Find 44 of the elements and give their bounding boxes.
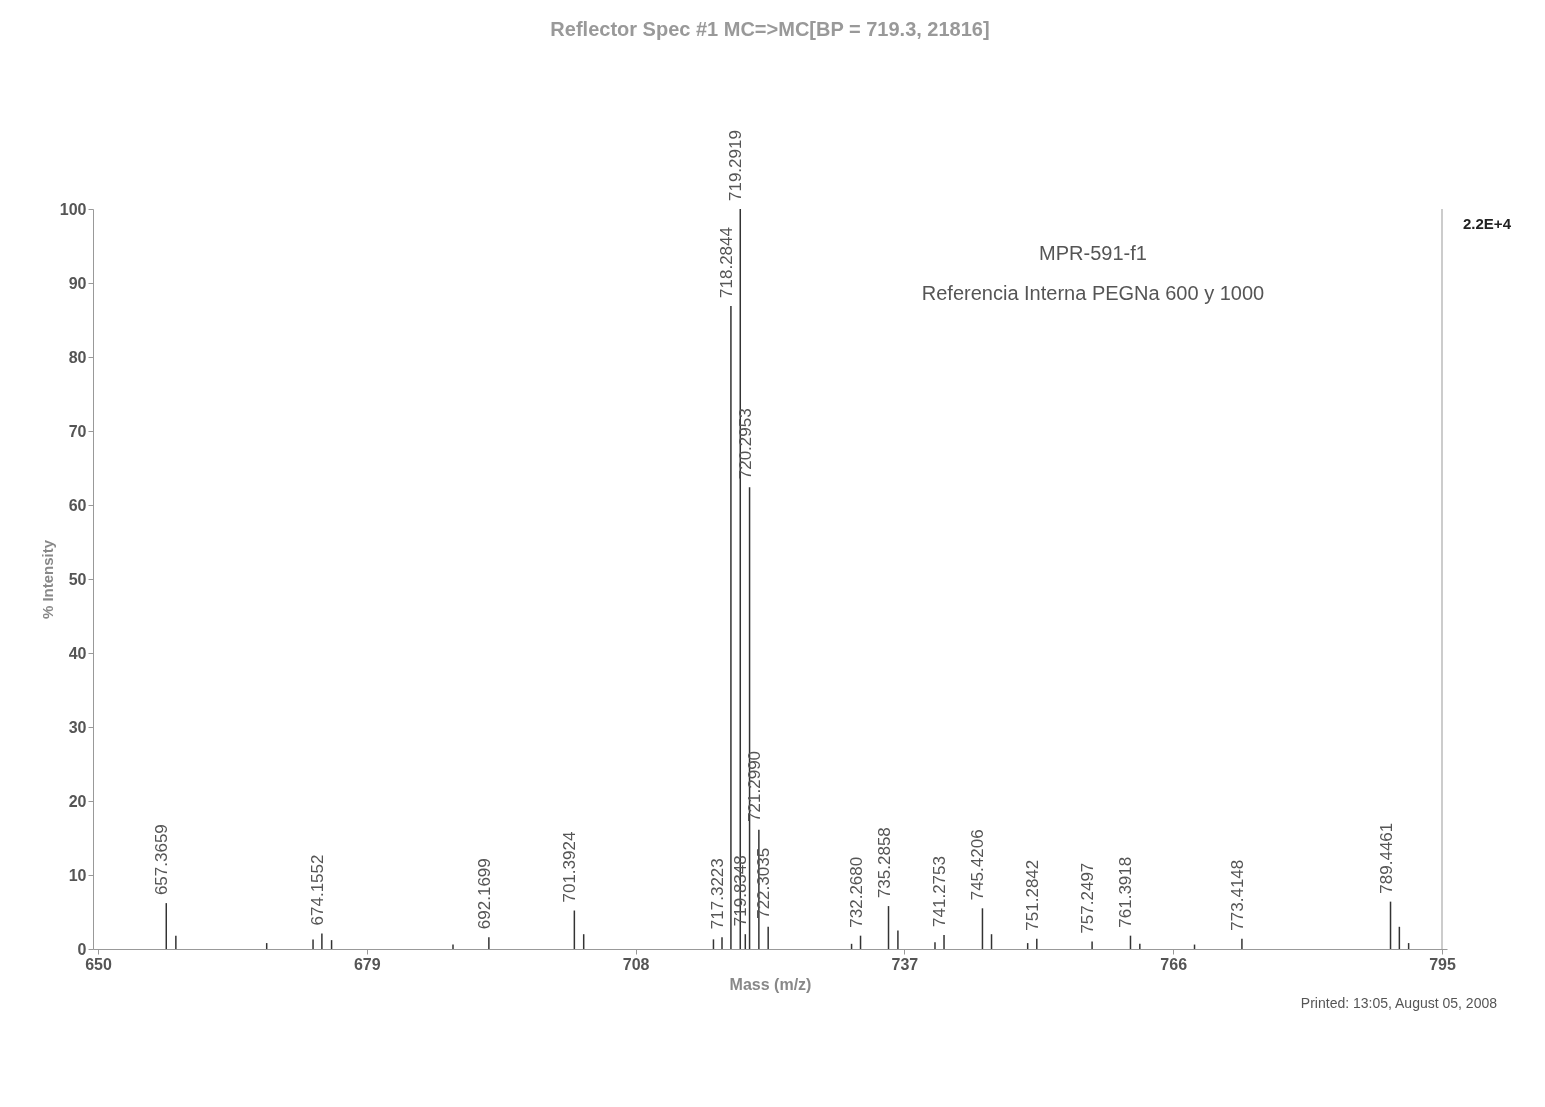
y-tick-label: 50	[68, 570, 87, 588]
x-tick-label: 737	[891, 955, 919, 973]
x-tick-label: 795	[1429, 955, 1456, 973]
x-axis-title: Mass (m/z)	[729, 975, 812, 993]
y-tick-label: 60	[68, 496, 87, 514]
x-tick-label: 650	[85, 955, 112, 973]
y-tick-label: 40	[68, 644, 87, 662]
text: Printed: 13:05, August 05, 2008	[1300, 995, 1498, 1011]
annotation: 773.4148	[1227, 859, 1247, 931]
y-tick-label: 90	[68, 274, 87, 292]
annotation: 719.8348	[731, 855, 751, 927]
annotation: 720.2953	[735, 408, 755, 480]
annotation: 732.2680	[846, 856, 866, 928]
annotation: MPR-591-f1	[1039, 242, 1147, 264]
y-tick-label: 80	[68, 348, 87, 366]
annotation: 757.2497	[1078, 862, 1098, 934]
annotation: 717.3223	[708, 858, 728, 930]
annotation: 718.2844	[716, 227, 736, 298]
y-tick-label: 70	[68, 422, 87, 440]
text: 2.2E+4	[1463, 215, 1512, 232]
x-tick-label: 679	[353, 955, 381, 973]
y-tick-label: 10	[68, 866, 87, 884]
y-tick-label: 30	[68, 718, 87, 736]
y-tick-label: 0	[77, 940, 87, 958]
annotation: 721.2990	[744, 750, 764, 822]
x-tick-label: 708	[622, 955, 650, 973]
y-tick-label: 100	[59, 200, 87, 218]
annotation: 741.2753	[930, 856, 950, 927]
annotation: 701.3924	[560, 831, 580, 903]
annotation: 761.3918	[1116, 856, 1136, 928]
annotation: 674.1552	[307, 854, 327, 926]
annotation: 735.2858	[874, 827, 894, 899]
annotation: 719.2919	[726, 130, 746, 201]
annotation: 657.3659	[152, 824, 172, 896]
annotation: 745.4206	[968, 829, 988, 901]
y-tick-label: 20	[68, 792, 87, 810]
chart-title: Reflector Spec #1 MC=>MC[BP = 719.3, 21816]	[550, 18, 990, 41]
x-tick-label: 766	[1160, 955, 1188, 973]
annotation: Referencia Interna PEGNa 600 y 1000	[921, 282, 1265, 304]
y-axis-title: % Intensity	[38, 539, 56, 620]
annotation: 789.4461	[1376, 822, 1396, 894]
annotation: 692.1699	[474, 858, 494, 930]
annotation: 722.3035	[754, 847, 774, 919]
annotation: 751.2842	[1022, 859, 1042, 931]
